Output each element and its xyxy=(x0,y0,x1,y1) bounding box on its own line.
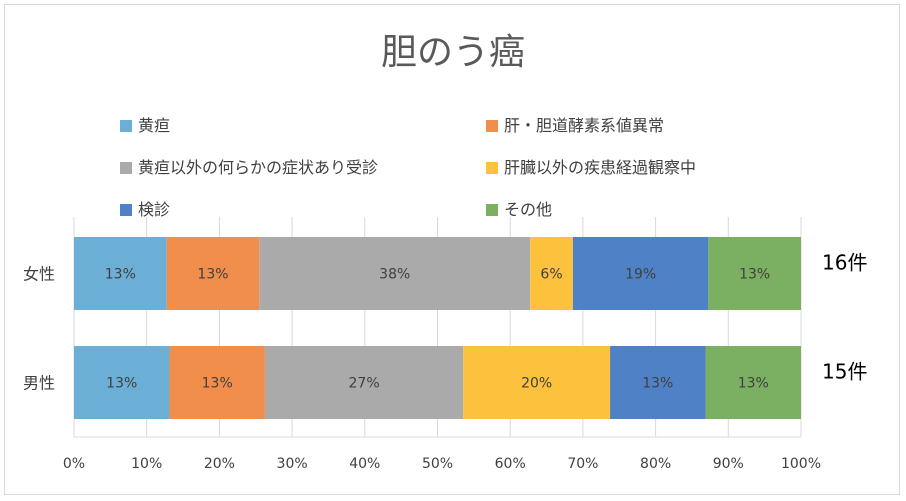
bar-segment xyxy=(705,346,801,419)
bar-segment xyxy=(74,346,170,419)
bar-segment xyxy=(264,346,464,419)
legend-label: 黄疸以外の何らかの症状あり受診 xyxy=(138,158,378,177)
data-label: 13% xyxy=(106,376,137,392)
data-label: 13% xyxy=(739,267,770,283)
data-label: 19% xyxy=(625,267,656,283)
x-tick-label: 10% xyxy=(131,456,162,472)
bars xyxy=(74,237,801,419)
bar-segment xyxy=(463,346,611,419)
x-tick-label: 100% xyxy=(781,456,821,472)
data-label: 13% xyxy=(197,267,228,283)
x-tick-label: 60% xyxy=(495,456,526,472)
chart-title: 胆のう癌 xyxy=(381,32,525,73)
data-label: 13% xyxy=(202,376,233,392)
legend-label: 肝・胆道酵素系値異常 xyxy=(504,116,664,135)
x-tick-label: 50% xyxy=(422,456,453,472)
bar-segment xyxy=(166,237,260,310)
legend-label: 検診 xyxy=(138,200,170,219)
data-label: 27% xyxy=(349,376,380,392)
x-tick-label: 30% xyxy=(277,456,308,472)
category-label: 女性 xyxy=(23,265,55,284)
data-label: 6% xyxy=(540,267,562,283)
bar-segment xyxy=(259,237,531,310)
data-label: 13% xyxy=(738,376,769,392)
category-count-label: 15件 xyxy=(822,360,867,384)
legend-label: その他 xyxy=(504,200,552,219)
bar-segment xyxy=(530,237,573,310)
x-tick-label: 20% xyxy=(204,456,235,472)
legend-swatch xyxy=(486,120,498,132)
chart-frame: 胆のう癌 黄疸 肝・胆道酵素系値異常黄疸以外の何らかの症状あり受診 肝臓以外の疾患経… xyxy=(4,4,900,495)
category-count-label: 16件 xyxy=(822,251,867,275)
x-tick-label: 40% xyxy=(349,456,380,472)
legend-label: 黄疸 xyxy=(138,116,170,135)
bar-segment xyxy=(708,237,801,310)
bar-segment xyxy=(74,237,167,310)
x-tick-label: 90% xyxy=(713,456,744,472)
x-tick-label: 70% xyxy=(567,456,598,472)
legend-swatch xyxy=(120,204,132,216)
data-labels: 13% 13% 38% 6% 19% 13% 13% 13% 27% 20% 13% 13% xyxy=(105,267,770,392)
x-axis: 0% 10% 20% 30% 40% 50% 60% 70% 80% 90% 100% xyxy=(63,436,821,472)
data-label: 13% xyxy=(105,267,136,283)
bar-segment xyxy=(610,346,706,419)
legend-swatch xyxy=(120,120,132,132)
data-label: 13% xyxy=(642,376,673,392)
x-tick-label: 80% xyxy=(640,456,671,472)
category-label: 男性 xyxy=(23,374,55,393)
legend-swatch xyxy=(486,204,498,216)
bar-segment xyxy=(572,237,709,310)
bar-segment xyxy=(169,346,265,419)
data-label: 38% xyxy=(379,267,410,283)
data-label: 20% xyxy=(521,376,552,392)
x-tick-label: 0% xyxy=(63,456,85,472)
legend-swatch xyxy=(120,162,132,174)
legend-label: 肝臓以外の疾患経過観察中 xyxy=(504,158,696,177)
legend-swatch xyxy=(486,162,498,174)
